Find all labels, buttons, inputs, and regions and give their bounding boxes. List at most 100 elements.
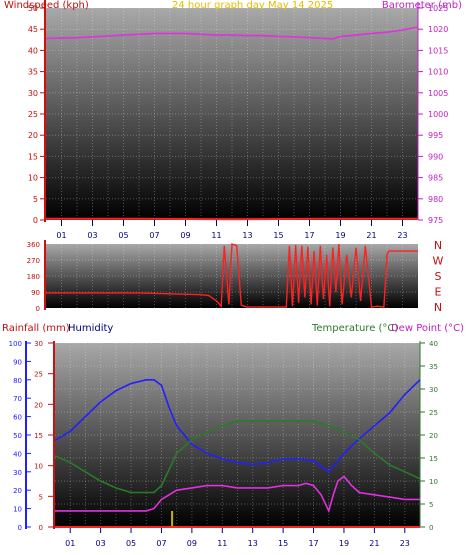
series-windspeed-kph- [46, 217, 418, 221]
humidity-tick-label: 30 [13, 469, 22, 477]
hour-tick-label: 19 [339, 539, 349, 548]
barometer-tick-label: 1000 [428, 110, 448, 119]
barometer-tick-label: 985 [428, 174, 443, 183]
direction-tick-label: 0 [36, 305, 40, 313]
hour-tick-label: 11 [211, 231, 221, 240]
hour-tick-label: 15 [278, 539, 288, 548]
rainfall-tick-label: 10 [34, 463, 43, 471]
hour-tick-label: 09 [180, 231, 190, 240]
humidity-tick-label: 40 [13, 450, 22, 458]
humidity-axis-bar [25, 341, 27, 529]
compass-label-s: S [435, 270, 442, 283]
hour-tick-label: 01 [56, 231, 66, 240]
barometer-tick-label: 995 [428, 131, 443, 140]
hour-tick-label: 05 [118, 231, 128, 240]
rainfall-axis-title: Rainfall (mm) [2, 323, 70, 334]
hour-tick-label: 17 [304, 231, 314, 240]
hour-tick-label: 13 [248, 539, 258, 548]
barometer-axis-title: Barometer (mb) [382, 0, 462, 11]
windspeed-tick-label: 5 [33, 195, 38, 204]
hour-tick-label: 23 [397, 231, 407, 240]
barometer-tick-label: 1025 [428, 4, 448, 13]
temperature-tick-label: 10 [429, 478, 438, 486]
series-wind-direction [46, 243, 418, 308]
rainfall-tick-label: 25 [34, 371, 43, 379]
temperature-tick-label: 35 [429, 363, 438, 371]
humidity-axis-title: Humidity [68, 323, 113, 334]
direction-tick-label: 270 [27, 257, 40, 265]
hour-tick-label: 09 [187, 539, 197, 548]
windspeed-tick-label: 15 [28, 152, 38, 161]
windspeed-axis-title: Windspeed (kph) [4, 0, 89, 11]
windspeed-tick-label: 35 [28, 68, 38, 77]
rainfall-tick-label: 15 [34, 432, 43, 440]
hour-tick-label: 19 [335, 231, 345, 240]
compass-label-e: E [435, 286, 442, 299]
series-humidity [54, 378, 421, 473]
dewpoint-axis-title: Dew Point (°C) [391, 323, 464, 334]
rainfall-tick-label: 30 [34, 340, 43, 348]
humidity-tick-label: 70 [13, 395, 22, 403]
hour-tick-label: 21 [366, 231, 376, 240]
temperature-tick-label: 30 [429, 386, 438, 394]
temperature-tick-label: 25 [429, 409, 438, 417]
rainfall-tick-label: 0 [39, 524, 43, 532]
humidity-tick-label: 90 [13, 358, 22, 366]
chart-title: 24 hour graph day May 14 2025 [172, 0, 333, 11]
hour-tick-label: 15 [273, 231, 283, 240]
series-dew-point-c- [55, 475, 420, 514]
humidity-tick-label: 20 [13, 487, 22, 495]
hour-tick-label: 07 [149, 231, 159, 240]
windspeed-tick-label: 10 [28, 174, 38, 183]
compass-label-n: N [434, 301, 442, 314]
barometer-tick-label: 1015 [428, 46, 448, 55]
compass-label-n: N [434, 239, 442, 252]
temperature-tick-label: 5 [429, 501, 433, 509]
hour-tick-label: 23 [400, 539, 410, 548]
series-barometer-mb- [45, 26, 419, 40]
barometer-tick-label: 975 [428, 216, 443, 225]
series-temperature-c- [54, 420, 421, 494]
temperature-axis-title: Temperature (°C) [311, 323, 398, 334]
barometer-tick-label: 1010 [428, 68, 448, 77]
hour-tick-label: 11 [217, 539, 227, 548]
humidity-tick-label: 10 [13, 506, 22, 514]
humidity-tick-label: 0 [18, 524, 22, 532]
rainfall-tick-label: 5 [39, 493, 43, 501]
hour-tick-label: 13 [242, 231, 252, 240]
direction-tick-label: 180 [27, 273, 40, 281]
rainfall-axis-bar [53, 341, 55, 529]
humidity-tick-label: 60 [13, 414, 22, 422]
compass-label-w: W [433, 255, 444, 268]
plot-area-wind-baro [46, 8, 418, 220]
hour-tick-label: 03 [87, 231, 97, 240]
temperature-tick-label: 0 [429, 524, 433, 532]
direction-tick-label: 90 [31, 289, 40, 297]
direction-tick-label: 360 [27, 241, 40, 249]
windspeed-tick-label: 20 [28, 131, 38, 140]
hour-tick-label: 01 [65, 539, 75, 548]
humidity-tick-label: 80 [13, 377, 22, 385]
temperature-tick-label: 15 [429, 455, 438, 463]
humidity-tick-label: 50 [13, 432, 22, 440]
temperature-tick-label: 20 [429, 432, 438, 440]
hour-tick-label: 05 [126, 539, 136, 548]
rainfall-tick-label: 20 [34, 401, 43, 409]
hour-tick-label: 21 [369, 539, 379, 548]
windspeed-tick-label: 45 [28, 25, 38, 34]
barometer-tick-label: 1005 [428, 89, 448, 98]
barometer-tick-label: 990 [428, 152, 443, 161]
windspeed-tick-label: 25 [28, 110, 38, 119]
direction-left-axis [44, 240, 46, 310]
windspeed-tick-label: 0 [33, 216, 38, 225]
left-axis-bar [44, 0, 46, 222]
windspeed-tick-label: 40 [28, 46, 38, 55]
humidity-tick-label: 100 [9, 340, 22, 348]
windspeed-tick-label: 50 [28, 4, 38, 13]
barometer-tick-label: 1020 [428, 25, 448, 34]
hour-tick-label: 03 [96, 539, 106, 548]
temperature-tick-label: 40 [429, 340, 438, 348]
hour-tick-label: 17 [308, 539, 318, 548]
plot-area-temp-humidity [55, 343, 420, 527]
